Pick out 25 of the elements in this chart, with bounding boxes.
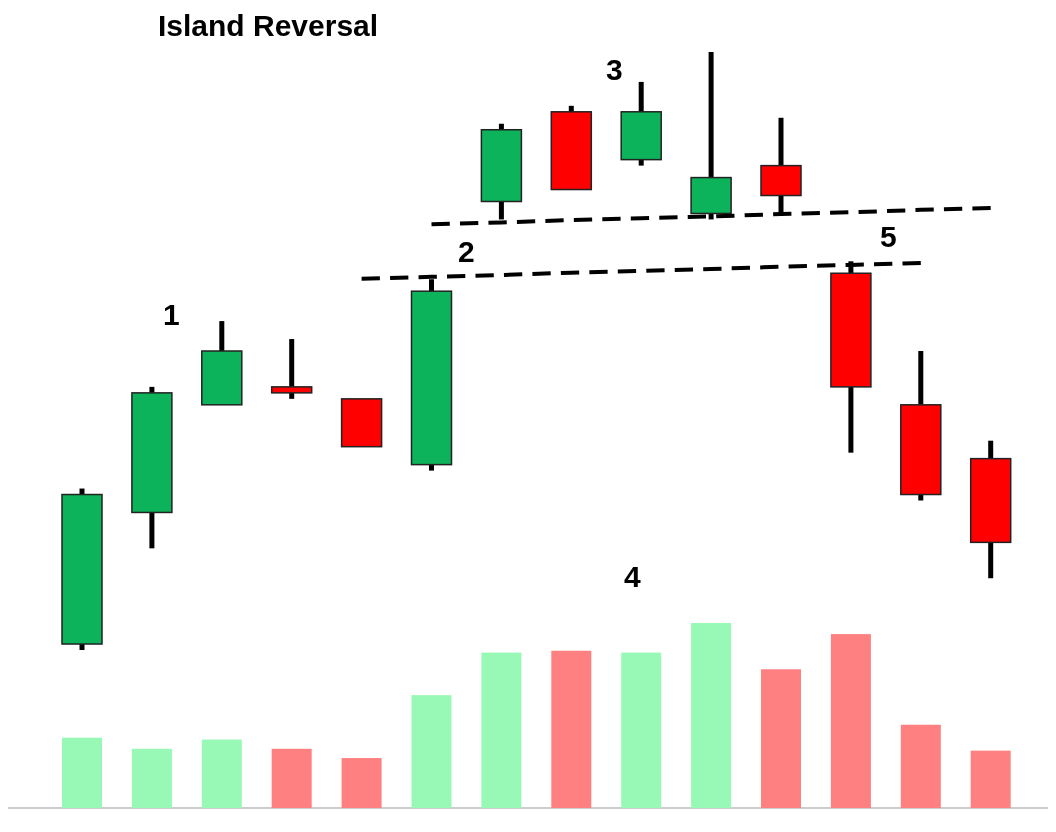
bar: [900, 724, 941, 808]
bar: [481, 652, 522, 808]
bar: [341, 758, 382, 808]
candlestick: [900, 351, 942, 501]
bar: [131, 748, 172, 808]
bar: [691, 623, 732, 808]
candlestick: [969, 440, 1012, 579]
bar: [62, 737, 102, 808]
bar: [970, 750, 1011, 808]
bar: [830, 634, 871, 808]
annotation: 5: [880, 220, 897, 253]
annotation: 1: [163, 298, 180, 331]
chart-title: Island Reversal: [158, 9, 379, 42]
candlestick: [340, 398, 383, 448]
bar: [201, 739, 242, 808]
candlestick: [620, 81, 662, 166]
bar: [551, 650, 592, 808]
bar: [411, 695, 452, 808]
bar: [621, 652, 662, 808]
annotation: 3: [606, 53, 623, 86]
annotation: 2: [458, 235, 475, 268]
bar: [761, 669, 801, 808]
annotation: 4: [624, 560, 641, 593]
candlestick: [201, 321, 243, 406]
bar: [271, 748, 312, 808]
